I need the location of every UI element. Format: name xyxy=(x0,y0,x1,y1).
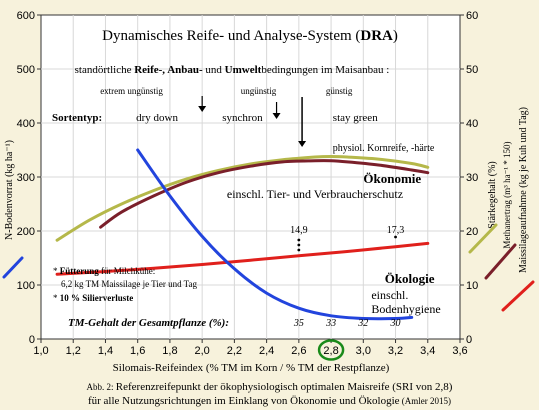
sortentyp-value: synchron xyxy=(222,112,263,124)
note-star: * xyxy=(53,266,60,276)
y-right-tick-label: 50 xyxy=(466,64,478,76)
legend-swatch-methan xyxy=(484,243,517,280)
x-tick-label: 2,8 xyxy=(323,345,338,357)
y-left-tick-label: 500 xyxy=(17,64,35,76)
caption-text-2: für alle Nutzungsrichtungen im Einklang … xyxy=(87,395,400,407)
y-right-tick-label: 10 xyxy=(466,280,478,292)
x-tick-label: 3,6 xyxy=(452,345,467,357)
y-left-tick-label: 100 xyxy=(17,280,35,292)
legend-swatch-staerke xyxy=(468,223,498,254)
arrow-guenstig-head xyxy=(298,141,307,147)
y-right-tick-label: 60 xyxy=(466,10,478,22)
oekologie-sub-2: Bodenhygiene xyxy=(371,302,440,316)
title-bold: DRA xyxy=(360,28,393,44)
condition-label: günstig xyxy=(326,86,353,96)
y-axis-label-right-1: Stärkegehalt (%) xyxy=(487,161,498,228)
oekologie-title: Ökologie xyxy=(385,271,435,286)
y-axis-label-right-3: Maissilageaufnahme (kg je Kuh und Tag) xyxy=(518,107,529,273)
condition-label: extrem ungünstig xyxy=(100,86,163,96)
caption-text-1: Referenzreifepunkt der ökophysiologisch … xyxy=(115,381,453,393)
x-tick-label: 1,6 xyxy=(130,345,145,357)
y-right-tick-label: 20 xyxy=(466,226,478,238)
title-suffix: ) xyxy=(393,28,398,44)
sortentyp-value: stay green xyxy=(333,112,378,124)
legend-swatch-n-bodenvorrat xyxy=(2,256,24,279)
x-tick-label: 1,8 xyxy=(162,345,177,357)
y-right-tick-label: 30 xyxy=(466,172,478,184)
x-tick-label: 1,2 xyxy=(66,345,81,357)
note-silier: * 10 % Silierverluste xyxy=(53,293,133,303)
chart-title: Dynamisches Reife- und Analyse-System (D… xyxy=(102,28,398,44)
subtitle-prefix: standörtliche xyxy=(75,64,135,76)
tm-value: 35 xyxy=(293,318,304,329)
legend-swatch-maissilage xyxy=(501,280,535,312)
series-line-maissilageaufnahme-kg-je-kuh-und-tag xyxy=(55,241,430,276)
value-label: 14,9 xyxy=(290,225,308,236)
note-rest: für Milchkühe: xyxy=(99,266,156,276)
oekonomie-subtitle: einschl. Tier- und Verbraucherschutz xyxy=(227,187,403,201)
y-left-tick-label: 400 xyxy=(17,118,35,130)
x-tick-label: 3,2 xyxy=(388,345,403,357)
series-layer xyxy=(55,148,430,321)
caption-source: (Amler 2015) xyxy=(399,396,452,406)
caption-line-2: für alle Nutzungsrichtungen im Einklang … xyxy=(0,395,539,407)
subtitle-bold-2: Umwelt xyxy=(225,64,262,76)
tm-value: 33 xyxy=(325,318,336,329)
y-left-tick-label: 600 xyxy=(17,10,35,22)
x-tick-label: 3,0 xyxy=(356,345,371,357)
tm-value: 32 xyxy=(357,318,368,329)
dot-marker xyxy=(297,248,301,252)
series-line-stärkegehalt xyxy=(55,154,430,242)
caption-line-1: Abb. 2: Referenzreifepunkt der ökophysio… xyxy=(0,381,539,393)
x-tick-label: 2,2 xyxy=(227,345,242,357)
y-axis-label-left: N-Bodenvorrat (kg ha⁻¹) xyxy=(4,140,15,240)
sortentyp-label: Sortentyp: xyxy=(52,112,102,124)
y-left-tick-label: 200 xyxy=(17,226,35,238)
note-bold: Fütterung xyxy=(60,266,99,276)
dot-marker xyxy=(297,238,301,242)
y-right-tick-label: 40 xyxy=(466,118,478,130)
series-line-n-bodenvorrat-kg-ha xyxy=(136,148,414,321)
subtitle-suffix: bedingungen im Maisanbau : xyxy=(261,64,389,76)
annotations: Dynamisches Reife- und Analyse-System (D… xyxy=(2,28,535,374)
note-line-2: 6,2 kg TM Maissilage je Tier und Tag xyxy=(61,279,198,289)
oekonomie-title: Ökonomie xyxy=(363,171,421,186)
note-fuetterung: * Fütterung für Milchkühe: xyxy=(53,266,155,276)
note-star: * xyxy=(53,293,60,303)
physiol-label: physiol. Kornreife, -härte xyxy=(333,143,435,154)
subtitle: standörtliche Reife-, Anbau- und Umweltb… xyxy=(75,64,390,76)
x-tick-label: 2,6 xyxy=(291,345,306,357)
value-label: 17,3 xyxy=(387,225,405,236)
series-line-methanertrag-m-ha-150 xyxy=(99,159,430,229)
x-tick-label: 1,4 xyxy=(98,345,113,357)
y-axis-label-right-2: Methanertrag (m³ ha⁻¹ * 150) xyxy=(502,141,512,248)
y-left-tick-label: 300 xyxy=(17,172,35,184)
x-tick-label: 2,0 xyxy=(195,345,210,357)
subtitle-mid: und xyxy=(203,64,225,76)
tm-label: TM-Gehalt der Gesamtpflanze (%): xyxy=(68,317,229,329)
arrow-unguenstig-head xyxy=(272,113,281,119)
oekologie-sub-1: einschl. xyxy=(371,288,408,302)
subtitle-bold-1: Reife-, Anbau- xyxy=(134,64,203,76)
x-tick-label: 2,4 xyxy=(259,345,274,357)
x-tick-label: 1,0 xyxy=(33,345,48,357)
tick-labels: 1,0 1,2 1,4 1,6 1,8 2,0 2,2 2,4 2,6 2,8 3,0 3,2 3,4 3… xyxy=(17,10,479,357)
sortentyp-value: dry down xyxy=(136,112,178,124)
note-bold: 10 % Silierverluste xyxy=(60,293,134,303)
y-left-tick-label: 0 xyxy=(29,334,35,346)
dot-marker xyxy=(394,235,397,239)
highlight-circle xyxy=(317,339,345,361)
x-tick-label: 3,4 xyxy=(420,345,435,357)
arrow-extreme-head xyxy=(198,106,207,112)
caption-prefix: Abb. 2: xyxy=(86,382,116,392)
title-prefix: Dynamisches Reife- und Analyse-System ( xyxy=(102,28,360,44)
condition-label: ungünstig xyxy=(241,86,277,96)
dot-marker xyxy=(297,243,301,247)
tm-value: 30 xyxy=(390,318,401,329)
x-axis-label: Silomais-Reifeindex (% TM im Korn / % TM… xyxy=(113,362,390,374)
y-right-tick-label: 0 xyxy=(466,334,472,346)
